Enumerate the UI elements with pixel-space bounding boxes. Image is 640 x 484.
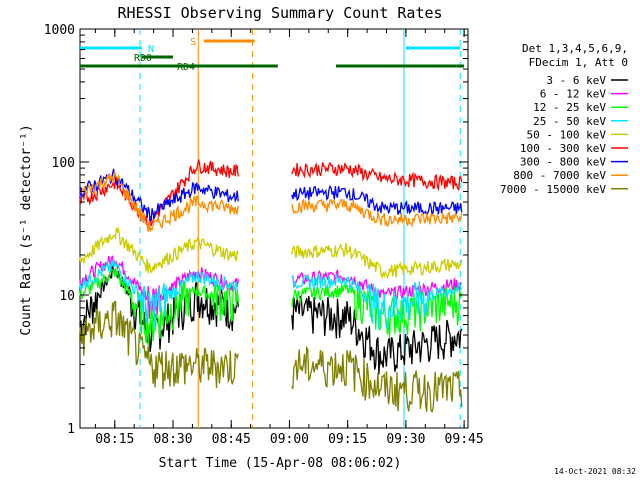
flag-label-n: N	[148, 44, 154, 55]
legend-label: 800 - 7000 keV	[513, 169, 606, 182]
x-axis-label: Start Time (15-Apr-08 08:06:02)	[159, 456, 402, 471]
legend-label: 7000 - 15000 keV	[500, 183, 606, 196]
series-line	[79, 259, 239, 329]
flag-label-rd4: RD4	[177, 62, 195, 73]
flag-label-rd0: RD0	[134, 53, 152, 64]
flag-label-s: S	[190, 37, 196, 48]
x-tick-label: 08:30	[153, 432, 192, 447]
y-tick-label: 10	[59, 289, 75, 304]
series-line	[79, 267, 239, 346]
series-line	[291, 184, 463, 218]
x-tick-label: 09:00	[270, 432, 309, 447]
legend-label: 3 - 6 keV	[546, 74, 606, 87]
legend-header-line: Det 1,3,4,5,6,9,	[522, 42, 628, 55]
series-line	[291, 161, 463, 192]
series-line	[79, 300, 239, 389]
series-line	[79, 168, 239, 222]
x-tick-label: 09:45	[445, 432, 484, 447]
series-line	[79, 226, 239, 274]
series-line	[291, 345, 463, 413]
legend: Det 1,3,4,5,6,9,FDecim 1, Att 0 3 - 6 keV…	[500, 42, 628, 196]
x-tick-label: 09:15	[328, 432, 367, 447]
y-axis-label: Count Rate (s⁻¹ detector⁻¹)	[19, 124, 34, 335]
chart-title: RHESSI Observing Summary Count Rates	[117, 4, 442, 22]
legend-header-line: FDecim 1, Att 0	[529, 56, 628, 69]
legend-label: 50 - 100 keV	[527, 128, 607, 141]
y-tick-label: 100	[52, 156, 75, 171]
flag-bars: N S RD0 RD4	[79, 37, 465, 73]
x-tick-label: 09:30	[386, 432, 425, 447]
axes-group: 08:15 08:30 08:45 09:00 09:15 09:30 09:45 1 10 10…	[44, 23, 484, 447]
legend-label: 12 - 25 keV	[533, 101, 606, 114]
y-tick-label: 1	[67, 422, 75, 437]
y-tick-label: 1000	[44, 23, 75, 38]
series-line	[79, 159, 239, 228]
footer-date: 14-Oct-2021 08:32	[554, 467, 636, 476]
series-line	[291, 198, 463, 228]
series-line	[291, 295, 463, 375]
series-line	[79, 171, 239, 232]
legend-label: 6 - 12 keV	[540, 88, 607, 101]
plot-frame	[79, 28, 469, 429]
legend-label: 25 - 50 keV	[533, 115, 606, 128]
legend-label: 300 - 800 keV	[520, 156, 606, 169]
x-tick-label: 08:15	[95, 432, 134, 447]
series-group	[79, 159, 463, 413]
series-line	[291, 273, 463, 330]
legend-label: 100 - 300 keV	[520, 142, 606, 155]
series-line	[291, 242, 463, 280]
x-tick-label: 08:45	[212, 432, 251, 447]
